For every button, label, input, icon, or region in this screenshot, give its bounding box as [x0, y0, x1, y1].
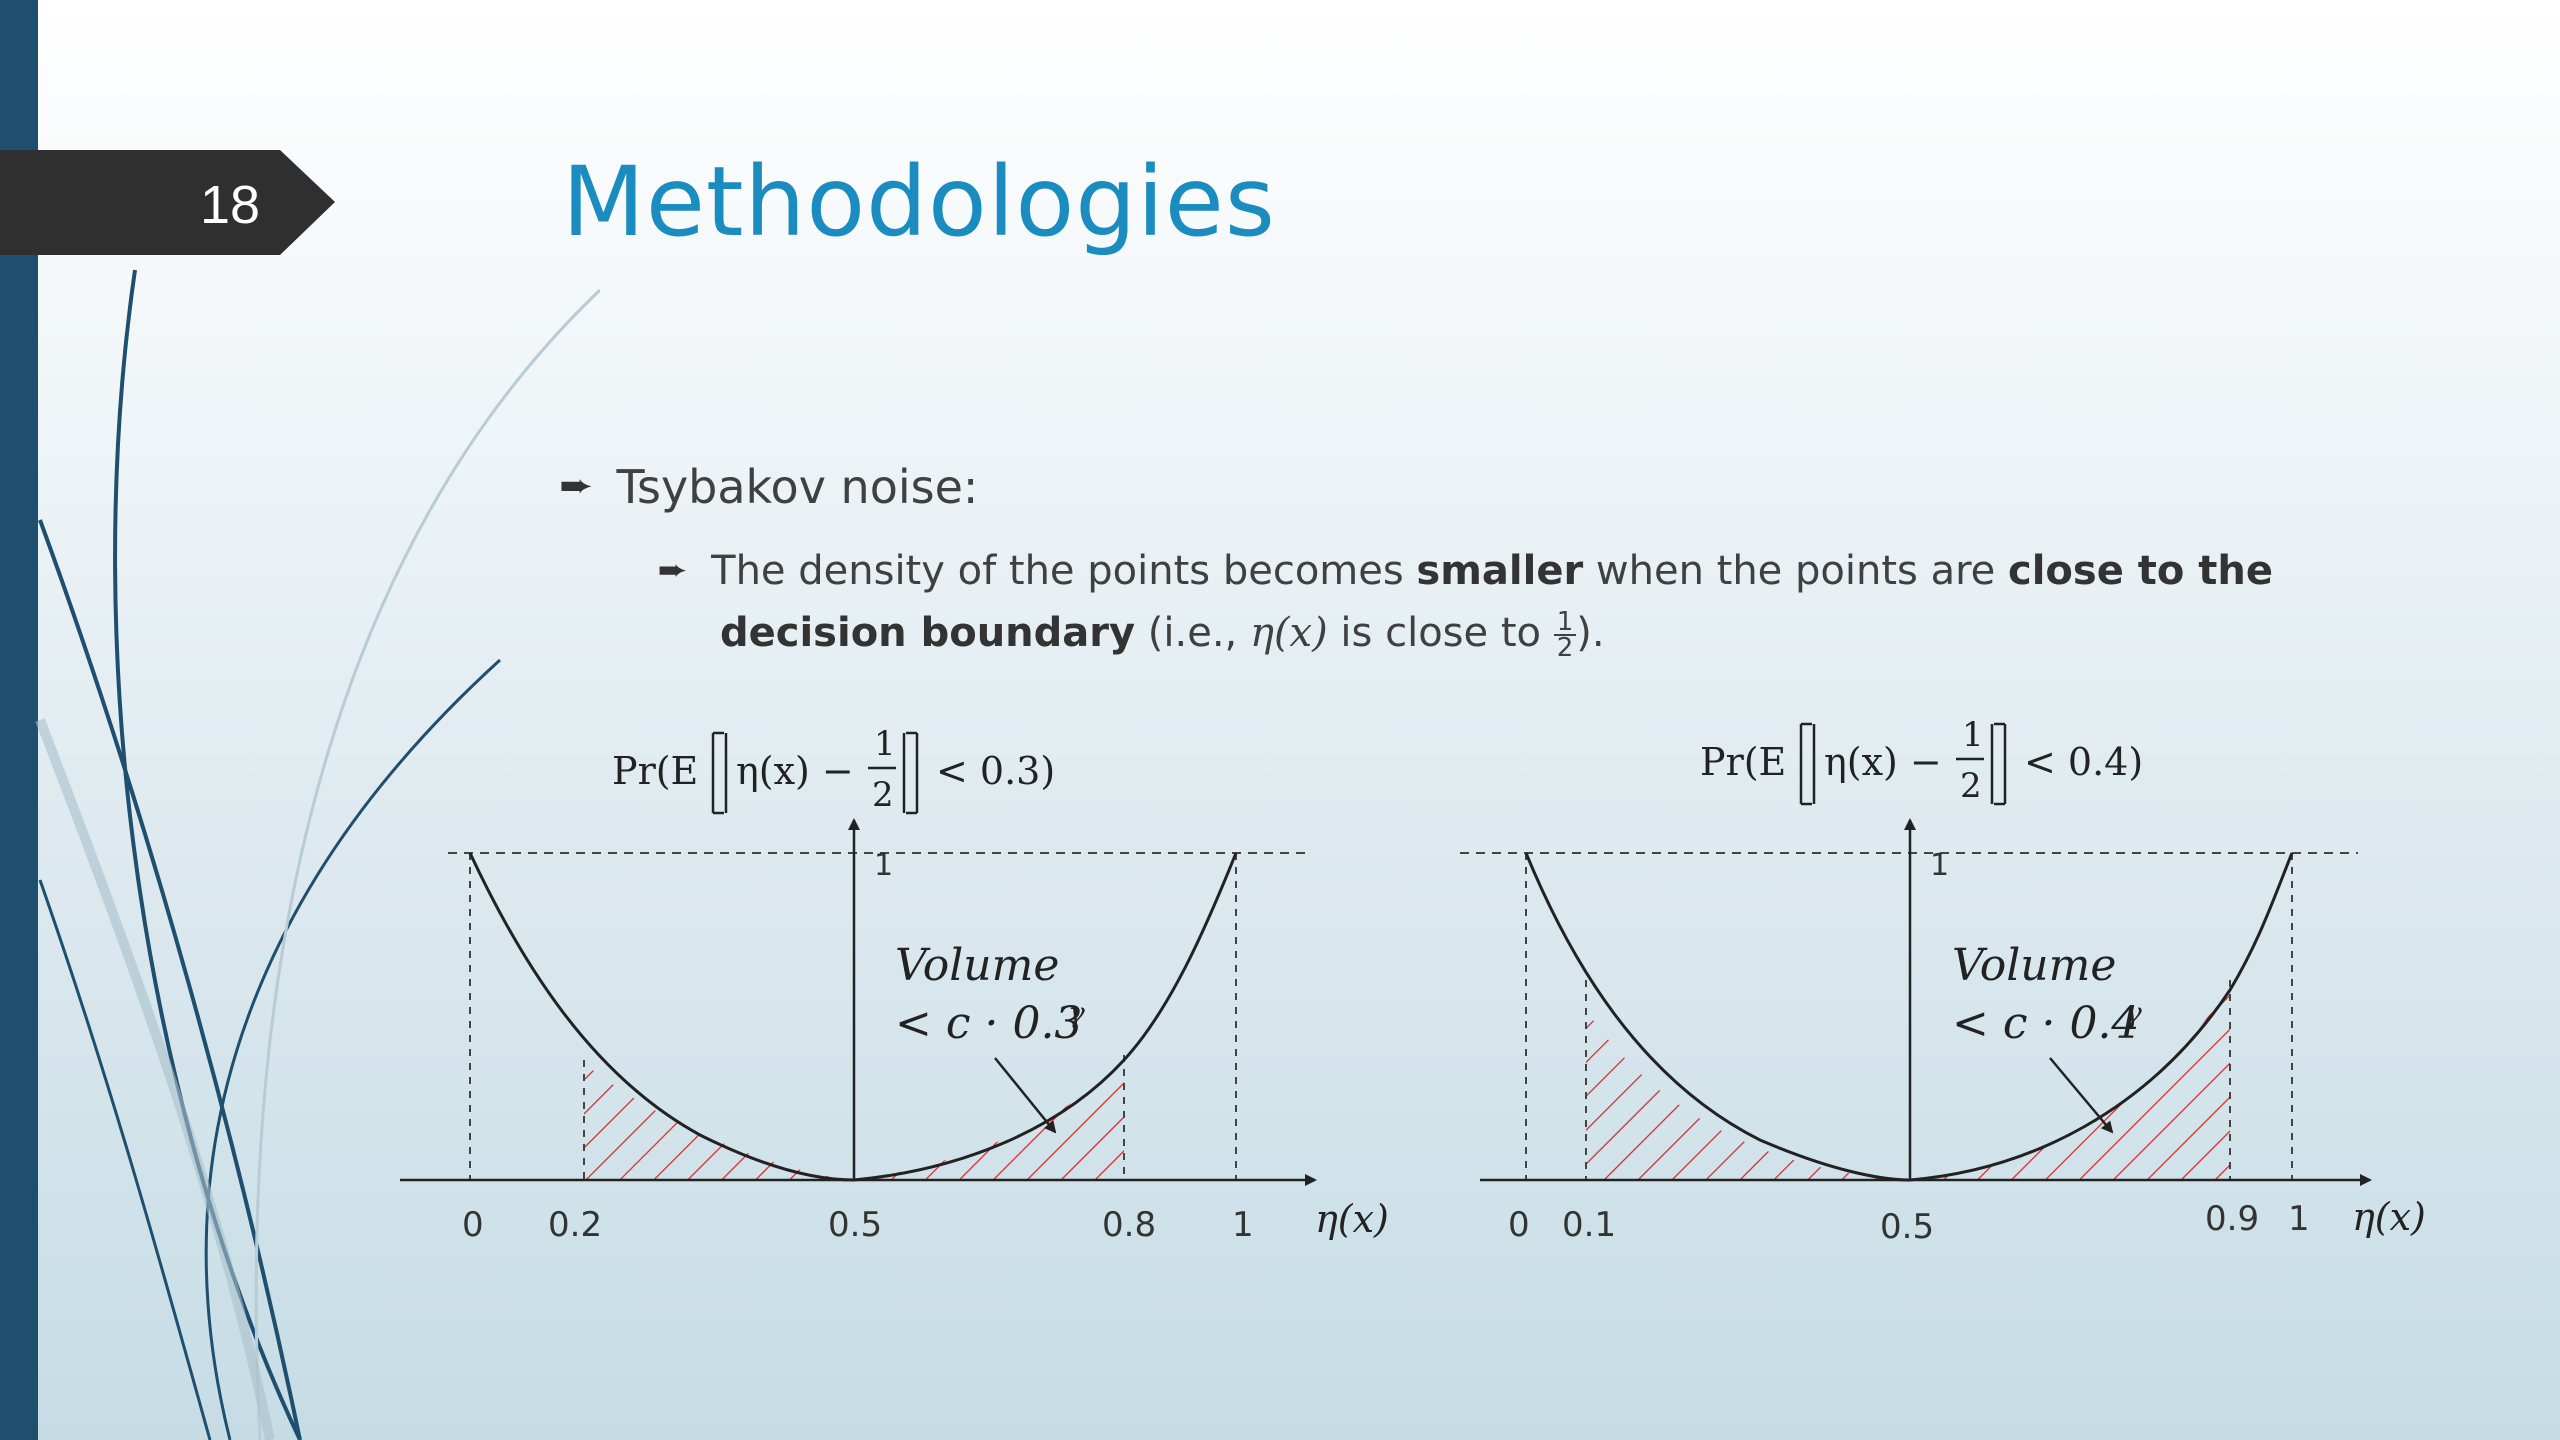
svg-text:η(x) −: η(x) − [736, 749, 854, 793]
svg-text:1: 1 [874, 724, 896, 764]
left-x-tick-1: 0.2 [548, 1205, 602, 1245]
right-annotation-bound: < c · 0.4 [1952, 998, 2139, 1049]
left-x-tick-4: 1 [1232, 1205, 1254, 1245]
right-x-tick-0: 0 [1508, 1205, 1530, 1245]
bullet-text-2: when the points are [1583, 548, 2008, 594]
svg-text:2: 2 [1960, 766, 1982, 806]
bullet-line-2: decision boundary (i.e., η(x) is close t… [660, 602, 2360, 664]
bullet-text-5: ). [1576, 610, 1605, 656]
right-graph: 1 0 0.1 0.5 0.9 1 η(x) Pr(E η(x) − 1 2 <… [1460, 715, 2426, 1247]
svg-text:< 0.4): < 0.4) [2024, 740, 2143, 784]
decorative-swooshes [35, 269, 600, 1440]
slide-number-tab: 18 [0, 150, 335, 255]
right-annotation-exp: γ [2125, 996, 2142, 1029]
slide-number: 18 [200, 175, 261, 235]
right-x-tick-3: 0.9 [2205, 1199, 2259, 1239]
bullet-bold-smaller: smaller [1416, 548, 1584, 594]
right-annotation-volume: Volume [1952, 940, 2116, 991]
bullet-text-4: is close to [1327, 610, 1554, 656]
right-y-tick: 1 [1930, 848, 1949, 883]
right-graph-label: Pr(E η(x) − 1 2 < 0.4) [1700, 715, 2143, 806]
left-annotation-exp: γ [1068, 996, 1085, 1029]
bullet-bold-close: close to the [2007, 548, 2274, 594]
bullet-arrow-icon: ➨ [559, 466, 594, 506]
right-x-axis-label: η(x) [2352, 1195, 2426, 1239]
svg-text:η(x) −: η(x) − [1824, 740, 1942, 784]
left-x-axis-label: η(x) [1315, 1197, 1389, 1241]
bullet-text-1: The density of the points becomes [711, 548, 1417, 594]
svg-text:1: 1 [1962, 715, 1984, 755]
svg-text:2: 2 [872, 775, 894, 815]
bullet-level-1: ➨ Tsybakov noise: [559, 460, 979, 514]
left-x-tick-3: 0.8 [1102, 1205, 1156, 1245]
bullet-level-2: ➨ The density of the points becomes small… [657, 540, 2360, 664]
left-graph-label: Pr(E η(x) − 1 2 < 0.3) [612, 724, 1055, 815]
left-annotation-bound: < c · 0.3 [895, 998, 1082, 1049]
right-x-tick-4: 1 [2288, 1199, 2310, 1239]
left-x-tick-2: 0.5 [828, 1205, 882, 1245]
left-y-tick: 1 [874, 848, 893, 883]
bullet-math-eta: η(x) [1249, 610, 1328, 656]
slide-title: Methodologies [562, 146, 1276, 258]
bullet-bold-boundary: decision boundary [720, 610, 1136, 656]
svg-text:Pr(E: Pr(E [1700, 740, 1786, 784]
left-annotation-volume: Volume [895, 940, 1059, 991]
bullet-text-3: (i.e., [1135, 610, 1250, 656]
svg-text:Pr(E: Pr(E [612, 749, 698, 793]
left-x-tick-0: 0 [462, 1205, 484, 1245]
bullet-level-1-text: Tsybakov noise: [616, 460, 979, 514]
left-graph: 1 0 0.2 0.5 0.8 1 η(x) Pr(E η(x) − 1 2 <… [400, 724, 1389, 1245]
svg-text:< 0.3): < 0.3) [936, 749, 1055, 793]
right-hatch-region [1586, 985, 2230, 1180]
bullet-arrow-icon: ➨ [657, 553, 688, 588]
left-curve [468, 852, 1238, 1182]
right-curve [1524, 852, 2294, 1182]
right-x-tick-1: 0.1 [1562, 1205, 1616, 1245]
right-x-tick-2: 0.5 [1880, 1207, 1934, 1247]
